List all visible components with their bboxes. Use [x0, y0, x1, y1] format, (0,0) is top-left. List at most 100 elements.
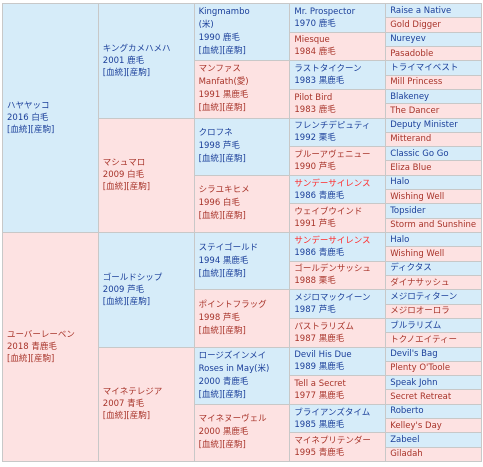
horse-info[interactable]: [血統][産駒] [198, 46, 246, 57]
horse-info[interactable]: 1984 鹿毛 [294, 47, 336, 58]
horse-name[interactable]: Nureyev [390, 34, 426, 45]
horse-name[interactable]: Mr. Prospector [294, 6, 356, 17]
horse-name[interactable]: Raise a Native [390, 5, 452, 16]
horse-name[interactable]: ゴールドシップ [102, 272, 163, 283]
horse-name[interactable]: Speak John [390, 377, 438, 388]
horse-name[interactable]: Secret Retreat [390, 392, 452, 403]
horse-name[interactable]: マイネテレジア [102, 387, 163, 398]
horse-info[interactable]: 1991 黒鹿毛 [198, 90, 249, 101]
horse-name[interactable]: Tell a Secret [294, 378, 346, 389]
horse-info[interactable]: 2018 青鹿毛 [7, 342, 57, 352]
horse-name[interactable]: マイネヌーヴェル [198, 414, 267, 425]
horse-info[interactable]: 1992 栗毛 [294, 133, 336, 144]
horse-info[interactable]: 1983 黒鹿毛 [294, 76, 345, 87]
horse-info[interactable]: 2009 芦毛 [102, 284, 145, 295]
horse-info[interactable]: [血統][産駒] [198, 268, 246, 279]
horse-info[interactable]: 1987 芦毛 [294, 305, 336, 316]
horse-name[interactable]: マンファス [198, 64, 241, 75]
horse-info[interactable]: 2009 白毛 [102, 170, 145, 181]
horse-info[interactable]: 1990 芦毛 [294, 161, 336, 172]
horse-info[interactable]: 1998 芦毛 [198, 312, 240, 323]
horse-info[interactable]: 2001 鹿毛 [102, 55, 145, 66]
horse-name[interactable]: ステイゴールド [198, 242, 259, 253]
horse-info[interactable]: Manfath(愛) [198, 77, 249, 88]
horse-name[interactable]: ブライアンズタイム [294, 407, 371, 418]
horse-name[interactable]: ユーバーレーベン [7, 330, 75, 340]
horse-name[interactable]: マシュマロ [102, 158, 146, 169]
horse-name[interactable]: トクノエイティー [390, 334, 457, 345]
horse-info[interactable]: 1977 黒鹿毛 [294, 390, 345, 401]
horse-info[interactable]: 2007 青毛 [102, 399, 145, 410]
horse-name[interactable]: ブルラリズム [390, 320, 442, 331]
horse-info[interactable]: [血統][産駒] [102, 67, 151, 78]
horse-info[interactable]: 1970 鹿毛 [294, 18, 336, 29]
horse-name[interactable]: Blakeney [390, 91, 430, 102]
horse-name[interactable]: Devil His Due [294, 350, 352, 361]
horse-name[interactable]: ポイントフラッグ [198, 299, 267, 310]
horse-name[interactable]: Mitterand [390, 134, 432, 145]
horse-name[interactable]: Kingmambo [198, 7, 250, 18]
horse-name[interactable]: Gold Digger [390, 19, 441, 30]
horse-info[interactable]: 1996 白毛 [198, 198, 240, 209]
horse-name[interactable]: キングカメハメハ [102, 43, 171, 54]
horse-name[interactable]: サンデーサイレンス [294, 235, 371, 246]
horse-info[interactable]: [血統][産駒] [198, 103, 246, 114]
horse-info[interactable]: Roses in May(米) [198, 363, 270, 374]
horse-info[interactable]: [血統][産駒] [7, 125, 55, 135]
horse-info[interactable]: 1983 鹿毛 [294, 104, 336, 115]
horse-name[interactable]: Giladah [390, 449, 423, 460]
horse-name[interactable]: Roberto [390, 406, 424, 417]
horse-info[interactable]: 1988 栗毛 [294, 276, 336, 287]
horse-name[interactable]: メジロティターン [390, 291, 458, 302]
horse-name[interactable]: ゴールデンサッシュ [294, 264, 371, 275]
horse-name[interactable]: Pasadoble [390, 48, 434, 59]
horse-info[interactable]: 2000 黒鹿毛 [198, 427, 249, 438]
horse-name[interactable]: Plenty O'Toole [390, 363, 451, 374]
horse-name[interactable]: Miesque [294, 35, 330, 46]
horse-name[interactable]: Wishing Well [390, 248, 445, 259]
horse-name[interactable]: Mill Princess [390, 77, 443, 88]
horse-info[interactable]: 1986 青鹿毛 [294, 247, 345, 258]
horse-info[interactable]: 1995 青鹿毛 [294, 448, 345, 459]
horse-name[interactable]: シラユキヒメ [198, 185, 250, 196]
horse-info[interactable]: [血統][産駒] [102, 182, 151, 193]
horse-info[interactable]: 1989 黒鹿毛 [294, 362, 345, 373]
horse-name[interactable]: Devil's Bag [390, 349, 438, 360]
horse-name[interactable]: Pilot Bird [294, 92, 333, 103]
horse-name[interactable]: ブルーアヴェニュー [294, 149, 371, 160]
horse-info[interactable]: 1991 芦毛 [294, 219, 336, 230]
horse-info[interactable]: 1987 黒鹿毛 [294, 333, 345, 344]
horse-name[interactable]: Deputy Minister [390, 120, 458, 131]
horse-name[interactable]: パストラリズム [294, 321, 354, 332]
horse-name[interactable]: ロージズインメイ [198, 350, 267, 361]
horse-name[interactable]: マイネプリテンダー [294, 436, 371, 447]
horse-info[interactable]: [血統][産駒] [102, 296, 151, 307]
horse-info[interactable]: [血統][産駒] [198, 440, 246, 451]
horse-name[interactable]: クロフネ [198, 128, 233, 139]
horse-name[interactable]: サンデーサイレンス [294, 178, 371, 189]
horse-info[interactable]: 2000 青鹿毛 [198, 376, 249, 387]
horse-name[interactable]: The Dancer [390, 105, 440, 116]
horse-info[interactable]: [血統][産駒] [198, 325, 246, 336]
horse-name[interactable]: Halo [390, 177, 410, 188]
horse-name[interactable]: メジロオーロラ [390, 306, 450, 317]
horse-name[interactable]: Storm and Sunshine [390, 220, 477, 231]
horse-info[interactable]: [血統][産駒] [198, 211, 246, 222]
horse-name[interactable]: Zabeel [390, 435, 420, 446]
horse-name[interactable]: ダイナサッシュ [390, 277, 450, 288]
horse-name[interactable]: ハヤヤッコ [7, 101, 50, 111]
horse-info[interactable]: [血統][産駒] [198, 389, 246, 400]
horse-name[interactable]: ディクタス [390, 263, 432, 274]
horse-name[interactable]: Halo [390, 234, 410, 245]
horse-name[interactable]: Eliza Blue [390, 163, 432, 174]
horse-name[interactable]: Classic Go Go [390, 148, 449, 159]
horse-name[interactable]: Topsider [390, 206, 426, 217]
horse-name[interactable]: Kelley's Day [390, 420, 442, 431]
horse-name[interactable]: ウェイブウインド [294, 207, 363, 218]
horse-info[interactable]: [血統][産駒] [198, 154, 246, 165]
horse-name[interactable]: フレンチデピュティ [294, 121, 371, 132]
horse-info[interactable]: 1994 黒鹿毛 [198, 255, 249, 266]
horse-name[interactable]: ラストタイクーン [294, 64, 362, 75]
horse-info[interactable]: 1986 青鹿毛 [294, 190, 345, 201]
horse-name[interactable]: トライマイベスト [390, 62, 459, 73]
